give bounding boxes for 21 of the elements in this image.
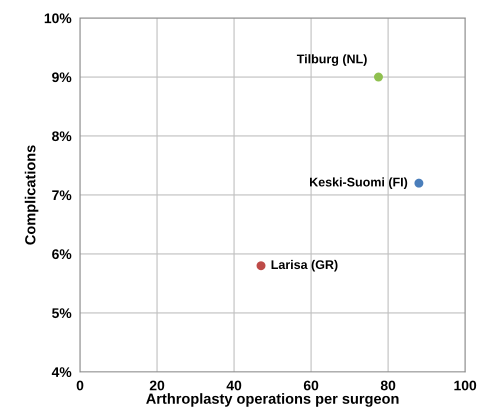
- x-tick-label: 0: [76, 380, 84, 390]
- series-label: Keski-Suomi (FI): [310, 177, 408, 189]
- point: [374, 72, 383, 82]
- series-label: Larisa (GR): [272, 260, 338, 272]
- y-tick-label: 6%: [52, 249, 72, 260]
- x-tick-label: 80: [380, 380, 396, 390]
- y-tick-label: 9%: [52, 72, 72, 82]
- y-tick-label: 7%: [52, 190, 72, 200]
- y-tick-label: 4%: [52, 367, 72, 378]
- point: [414, 178, 424, 188]
- point: [256, 261, 266, 270]
- x-tick-label: 60: [304, 380, 318, 390]
- y-tick-label: 8%: [52, 131, 72, 142]
- x-axis-title: Arthroplasty operations per surgeon: [146, 393, 398, 407]
- x-tick-label: 40: [226, 380, 242, 390]
- y-tick-label: 10%: [44, 13, 72, 24]
- x-tick-label: 20: [150, 380, 164, 390]
- series-label: Tilburg (NL): [296, 54, 367, 66]
- y-tick-label: 5%: [52, 308, 72, 318]
- y-axis-title: Complications: [24, 145, 38, 245]
- x-tick-label: 100: [454, 380, 476, 390]
